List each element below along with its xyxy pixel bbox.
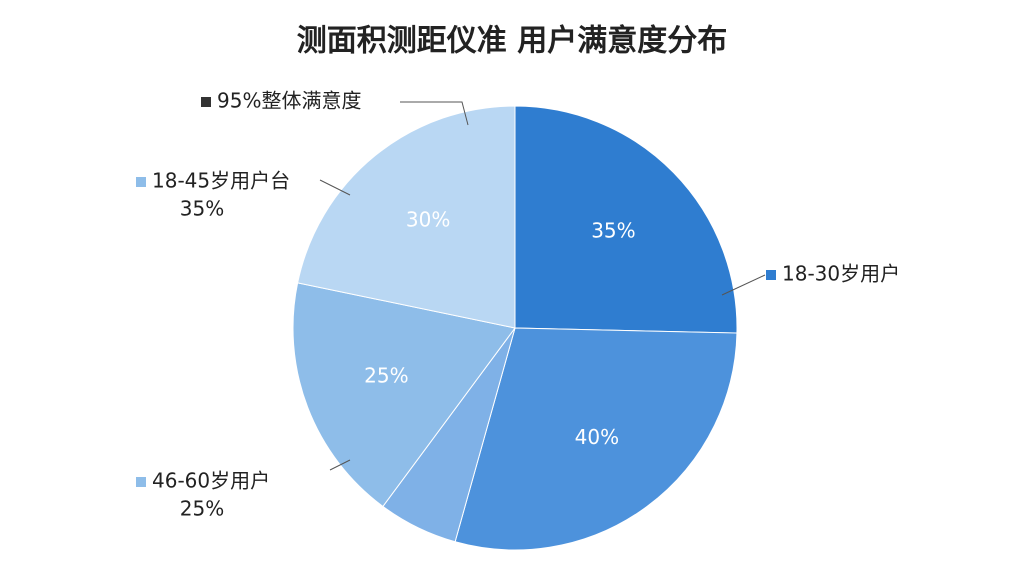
pie-slice [297,105,516,329]
annotation-text: 35% [180,197,224,221]
annotation-marker [201,97,211,107]
slice-label: 40% [575,425,619,449]
annotation-text: 18-30岁用户 [782,262,900,286]
slice-label: 25% [364,364,408,388]
leader-line [721,274,766,296]
chart-title: 测面积测距仪准 用户满意度分布 [297,24,727,59]
annotation-marker [766,270,776,280]
annotation-marker [136,477,146,487]
annotation-text: 95%整体满意度 [217,89,361,113]
slice-label: 35% [591,218,635,242]
leader-line [400,101,469,126]
slice-label: 30% [406,208,450,232]
pie-slice [454,327,738,551]
pie-slice [292,282,516,508]
leader-line [329,459,351,471]
annotation-marker [136,177,146,187]
annotation-text: 25% [180,497,224,521]
pie-slice [514,105,738,334]
leader-line [319,179,351,196]
annotation-text: 18-45岁用户台 [152,169,290,193]
annotation-text: 46-60岁用户 [152,469,270,493]
